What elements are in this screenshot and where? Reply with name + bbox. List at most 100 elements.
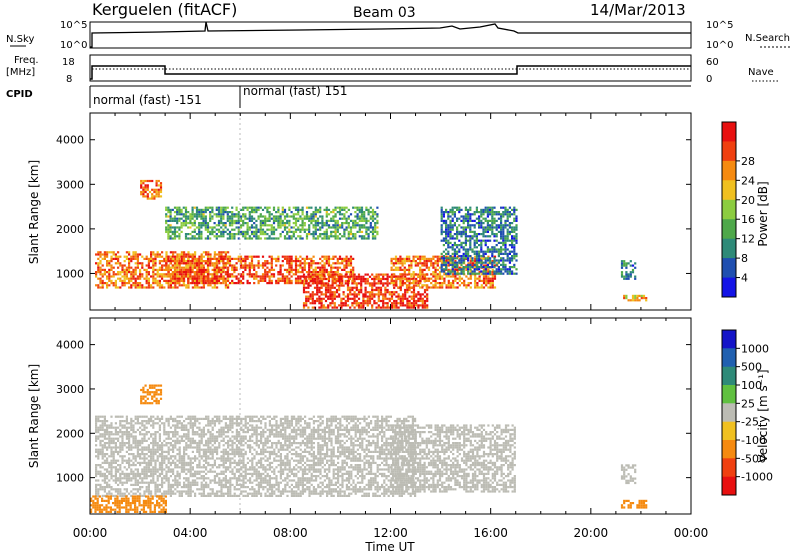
- data-cell: [625, 262, 628, 265]
- data-cell: [360, 230, 364, 233]
- data-cell: [371, 297, 374, 300]
- data-cell: [288, 257, 291, 260]
- data-cell: [440, 239, 443, 242]
- data-cell: [189, 255, 192, 258]
- data-cell: [226, 233, 229, 236]
- data-cell: [478, 226, 481, 229]
- data-cell: [206, 268, 210, 271]
- data-cell: [464, 255, 467, 258]
- data-cell: [471, 237, 474, 240]
- data-cell: [423, 288, 427, 292]
- data-cell: [147, 486, 150, 489]
- data-cell: [363, 217, 366, 220]
- data-cell: [332, 226, 335, 229]
- data-cell: [442, 250, 445, 253]
- data-cell: [344, 302, 347, 305]
- data-cell: [134, 417, 137, 420]
- data-cell: [480, 215, 483, 218]
- data-cell: [390, 273, 394, 276]
- data-cell: [152, 251, 155, 254]
- data-cell: [171, 233, 174, 236]
- colorbar-swatch: [722, 277, 736, 298]
- data-cell: [451, 248, 454, 251]
- data-cell: [216, 253, 219, 256]
- data-cell: [353, 286, 356, 289]
- data-cell: [248, 282, 251, 285]
- data-cell: [351, 282, 354, 285]
- data-cell: [106, 426, 109, 429]
- data-cell: [482, 233, 485, 236]
- data-cell: [297, 219, 300, 222]
- data-cell: [330, 271, 333, 274]
- data-cell: [112, 479, 115, 482]
- data-cell: [143, 472, 146, 475]
- data-cell: [226, 215, 229, 218]
- data-cell: [196, 266, 199, 269]
- data-cell: [270, 224, 273, 227]
- data-cell: [268, 228, 271, 231]
- data-cell: [141, 450, 144, 453]
- data-cell: [515, 237, 518, 240]
- data-cell: [173, 235, 177, 238]
- data-cell: [106, 481, 109, 484]
- data-cell: [216, 286, 219, 289]
- data-cell: [454, 279, 457, 282]
- data-cell: [165, 417, 168, 420]
- data-cell: [106, 264, 109, 267]
- data-cell: [467, 248, 470, 251]
- data-cell: [332, 215, 335, 218]
- data-cell: [415, 299, 418, 303]
- data-cell: [334, 237, 337, 240]
- data-cell: [504, 270, 507, 273]
- data-cell: [440, 206, 443, 209]
- data-cell: [95, 415, 98, 418]
- data-cell: [467, 262, 470, 265]
- data-cell: [142, 186, 145, 189]
- data-cell: [397, 257, 400, 260]
- data-cell: [451, 211, 454, 214]
- data-cell: [169, 235, 172, 238]
- data-cell: [213, 277, 216, 280]
- data-cell: [500, 241, 503, 244]
- data-cell: [500, 246, 503, 249]
- data-cell: [388, 275, 391, 278]
- data-cell: [180, 253, 183, 256]
- data-cell: [460, 257, 463, 260]
- data-cell: [462, 259, 465, 262]
- data-cell: [401, 262, 404, 265]
- data-cell: [318, 295, 321, 298]
- data-cell: [362, 302, 365, 305]
- data-cell: [299, 235, 302, 238]
- data-cell: [482, 279, 486, 282]
- data-cell: [157, 195, 160, 198]
- data-cell: [261, 255, 265, 258]
- data-cell: [491, 206, 494, 209]
- data-cell: [495, 270, 498, 273]
- data-cell: [332, 255, 335, 258]
- data-cell: [506, 248, 509, 251]
- data-cell: [434, 268, 437, 271]
- data-cell: [451, 259, 454, 262]
- data-cell: [97, 251, 100, 254]
- data-cell: [150, 286, 153, 289]
- data-cell: [290, 266, 293, 269]
- data-cell: [345, 264, 348, 267]
- data-cell: [154, 450, 157, 453]
- data-cell: [112, 271, 115, 274]
- data-cell: [165, 444, 168, 447]
- data-cell: [154, 459, 157, 462]
- data-cell: [462, 215, 465, 218]
- data-cell: [222, 208, 225, 211]
- data-cell: [625, 264, 628, 267]
- data-cell: [167, 264, 170, 267]
- data-cell: [211, 206, 214, 209]
- data-cell: [257, 279, 260, 282]
- data-cell: [264, 277, 267, 280]
- data-cell: [121, 266, 124, 269]
- data-cell: [493, 239, 496, 242]
- data-cell: [365, 230, 368, 233]
- data-cell: [97, 435, 100, 438]
- data-cell: [355, 302, 358, 305]
- data-cell: [180, 222, 183, 225]
- data-cell: [110, 472, 113, 475]
